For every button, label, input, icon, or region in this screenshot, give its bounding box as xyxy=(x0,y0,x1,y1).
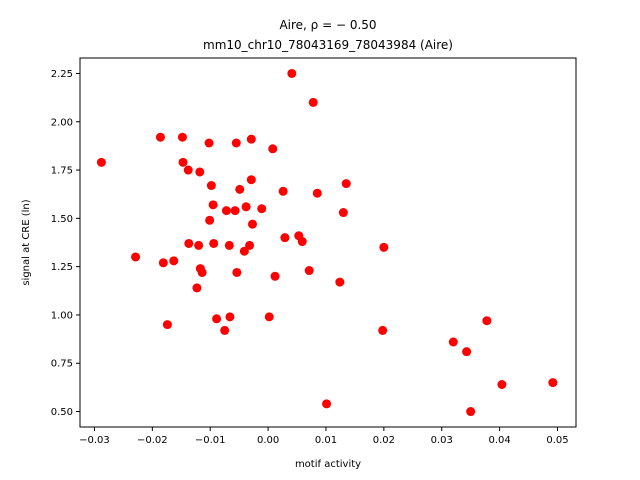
plot-frame xyxy=(79,57,577,428)
data-point xyxy=(338,208,348,218)
data-point xyxy=(131,252,141,262)
data-point xyxy=(270,271,280,281)
data-point xyxy=(235,184,245,194)
data-point xyxy=(183,165,193,175)
chart-title-line2: mm10_chr10_78043169_78043984 (Aire) xyxy=(203,38,453,52)
data-point xyxy=(466,407,476,417)
data-point xyxy=(246,175,256,185)
y-tick-label: 1.25 xyxy=(51,262,73,273)
data-point xyxy=(192,283,202,293)
y-tick-label: 1.75 xyxy=(51,166,73,177)
data-point xyxy=(264,312,274,322)
y-tick-label: 1.50 xyxy=(51,214,73,225)
data-point xyxy=(297,237,307,247)
data-point xyxy=(335,277,345,287)
x-tick-label: 0.02 xyxy=(373,435,395,446)
data-point xyxy=(221,206,231,216)
x-tick-label: −0.03 xyxy=(79,435,110,446)
data-point xyxy=(204,138,214,148)
data-point xyxy=(184,238,194,248)
data-point xyxy=(257,204,267,214)
data-point xyxy=(162,320,172,330)
data-point xyxy=(280,233,290,243)
data-point xyxy=(224,240,234,250)
data-point xyxy=(246,134,256,144)
data-point xyxy=(482,316,492,326)
y-tick-label: 1.00 xyxy=(51,310,73,321)
data-point xyxy=(239,246,249,256)
data-point xyxy=(169,256,179,266)
x-tick-label: −0.02 xyxy=(137,435,168,446)
x-tick-label: 0.01 xyxy=(315,435,337,446)
x-tick-label: 0.03 xyxy=(431,435,453,446)
data-point xyxy=(225,312,235,322)
data-point xyxy=(497,379,507,389)
x-tick-label: 0.04 xyxy=(488,435,510,446)
x-axis-label: motif activity xyxy=(295,459,361,470)
data-point xyxy=(379,242,389,252)
data-point xyxy=(462,347,472,357)
data-point xyxy=(448,337,458,347)
data-point xyxy=(209,238,219,248)
data-point xyxy=(206,181,216,191)
data-point xyxy=(212,314,222,324)
data-point xyxy=(155,132,165,142)
data-point xyxy=(245,240,255,250)
data-point xyxy=(205,215,215,225)
data-point xyxy=(312,188,322,198)
data-point xyxy=(232,267,242,277)
data-point xyxy=(158,258,168,268)
y-axis-label: signal at CRE (ln) xyxy=(21,199,32,285)
y-tick-label: 0.50 xyxy=(51,407,73,418)
data-point xyxy=(268,144,278,154)
data-point xyxy=(197,267,207,277)
data-point xyxy=(231,138,241,148)
data-point xyxy=(378,325,388,335)
data-point xyxy=(548,378,558,388)
data-point xyxy=(220,325,230,335)
data-point xyxy=(304,266,314,276)
data-point xyxy=(322,399,332,409)
data-point xyxy=(194,240,204,250)
data-point xyxy=(241,202,251,212)
data-point xyxy=(308,97,318,107)
data-point xyxy=(208,200,218,210)
data-point xyxy=(287,68,297,78)
data-point xyxy=(177,132,187,142)
y-tick-label: 2.00 xyxy=(51,117,73,128)
data-points xyxy=(96,68,558,417)
axis-ticks: −0.03 −0.02 −0.01 0.00 0.01 0.02 0.03 0.04 0.05 0… xyxy=(51,69,569,446)
x-tick-label: 0.05 xyxy=(546,435,568,446)
x-tick-label: 0.00 xyxy=(257,435,279,446)
y-tick-label: 0.75 xyxy=(51,359,73,370)
data-point xyxy=(96,157,106,167)
data-point xyxy=(341,179,351,189)
x-tick-label: −0.01 xyxy=(195,435,226,446)
data-point xyxy=(278,186,288,196)
chart-title-line1: Aire, ρ = − 0.50 xyxy=(279,18,376,32)
data-point xyxy=(230,206,240,216)
data-point xyxy=(195,167,205,177)
data-point xyxy=(247,219,257,229)
y-tick-label: 2.25 xyxy=(51,69,73,80)
data-point xyxy=(178,157,188,167)
